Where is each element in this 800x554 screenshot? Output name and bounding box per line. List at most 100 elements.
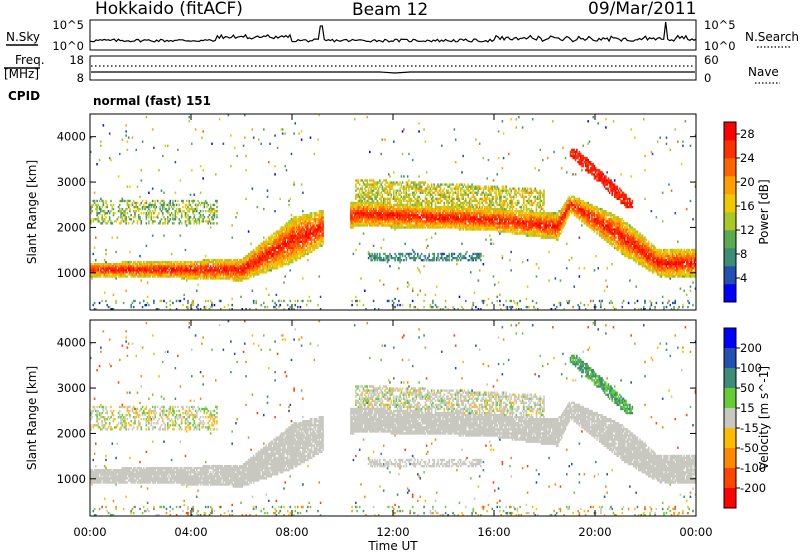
power-cell bbox=[252, 265, 255, 268]
power-cell bbox=[411, 191, 414, 194]
power-cell bbox=[398, 193, 400, 196]
power-cell bbox=[250, 261, 252, 264]
power-cell bbox=[198, 275, 201, 278]
power-cell bbox=[420, 201, 423, 205]
power-cell bbox=[217, 265, 220, 268]
power-cell bbox=[145, 116, 148, 119]
power-cell bbox=[318, 224, 321, 227]
power-cell bbox=[358, 224, 361, 227]
power-cell bbox=[153, 273, 155, 276]
power-cell bbox=[391, 187, 394, 190]
power-cell bbox=[96, 210, 98, 213]
power-cell bbox=[251, 252, 254, 256]
power-cell bbox=[442, 252, 444, 256]
power-cell bbox=[230, 271, 232, 274]
power-cell bbox=[112, 263, 115, 266]
power-cell bbox=[191, 261, 193, 264]
power-cell bbox=[472, 220, 475, 223]
power-cell bbox=[153, 212, 155, 215]
power-cell bbox=[391, 214, 394, 217]
power-cell bbox=[173, 263, 175, 266]
power-cell bbox=[394, 197, 396, 201]
power-cell bbox=[138, 214, 140, 217]
power-cell bbox=[193, 269, 196, 272]
power-cell bbox=[108, 216, 111, 219]
power-cell bbox=[191, 271, 193, 274]
power-cell bbox=[284, 230, 286, 233]
power-cell bbox=[228, 273, 231, 276]
power-cell bbox=[443, 210, 446, 213]
power-cell bbox=[180, 269, 183, 272]
power-cell bbox=[356, 207, 358, 211]
power-cell bbox=[406, 252, 409, 256]
power-cell bbox=[220, 275, 222, 278]
power-cell bbox=[295, 240, 298, 243]
power-cell bbox=[290, 256, 293, 260]
power-cell bbox=[153, 267, 155, 270]
power-cell bbox=[393, 191, 395, 194]
power-cell bbox=[424, 212, 427, 215]
power-cell bbox=[478, 205, 481, 209]
power-cell bbox=[415, 197, 418, 201]
power-cell bbox=[126, 201, 129, 205]
power-cell bbox=[265, 256, 268, 260]
power-cell bbox=[408, 220, 410, 223]
power-cell bbox=[154, 263, 156, 266]
power-cell bbox=[105, 265, 107, 268]
power-cell bbox=[278, 259, 280, 262]
power-cell bbox=[179, 210, 182, 213]
power-cell bbox=[184, 205, 187, 209]
power-cell bbox=[271, 248, 274, 252]
power-cell bbox=[300, 248, 303, 252]
power-cell bbox=[251, 254, 254, 258]
power-cell bbox=[396, 207, 399, 211]
power-cell bbox=[141, 305, 144, 309]
power-cell bbox=[417, 267, 419, 270]
power-cell bbox=[213, 269, 216, 272]
power-cell bbox=[372, 254, 375, 258]
power-cell bbox=[415, 224, 418, 227]
power-cell bbox=[284, 250, 286, 254]
power-cell bbox=[241, 308, 244, 311]
power-cell bbox=[483, 222, 486, 225]
power-cell bbox=[159, 265, 161, 268]
power-cell bbox=[428, 207, 430, 211]
power-cell bbox=[439, 212, 442, 215]
power-cell bbox=[380, 199, 382, 203]
power-cell bbox=[487, 197, 490, 201]
power-cell bbox=[110, 203, 112, 207]
power-cell bbox=[103, 212, 106, 215]
power-cell bbox=[197, 261, 199, 264]
power-cell bbox=[462, 308, 464, 311]
power-cell bbox=[304, 234, 307, 237]
power-cell bbox=[270, 240, 273, 243]
power-cell bbox=[459, 193, 462, 196]
power-cell bbox=[477, 189, 480, 192]
power-cell bbox=[141, 263, 144, 266]
power-cell bbox=[167, 210, 169, 213]
power-cell bbox=[432, 199, 434, 203]
power-cell bbox=[232, 263, 235, 266]
power-cell bbox=[408, 254, 410, 258]
power-cell bbox=[280, 242, 283, 245]
power-cell bbox=[91, 267, 93, 270]
power-cell bbox=[482, 187, 485, 190]
power-cell bbox=[471, 254, 473, 258]
power-cell bbox=[385, 187, 387, 190]
power-cell bbox=[385, 218, 387, 221]
power-cell bbox=[105, 271, 107, 274]
power-cell bbox=[454, 212, 457, 215]
power-cell bbox=[100, 265, 102, 268]
power-cell bbox=[478, 142, 481, 145]
power-cell bbox=[424, 189, 427, 192]
power-cell bbox=[300, 228, 303, 231]
power-cell bbox=[189, 269, 192, 272]
power-cell bbox=[178, 271, 180, 274]
power-cell bbox=[382, 252, 385, 256]
power-cell bbox=[417, 226, 419, 229]
power-cell bbox=[156, 275, 159, 278]
power-cell bbox=[473, 191, 476, 194]
power-cell bbox=[122, 210, 125, 213]
power-cell bbox=[156, 273, 159, 276]
power-cell bbox=[489, 197, 491, 201]
